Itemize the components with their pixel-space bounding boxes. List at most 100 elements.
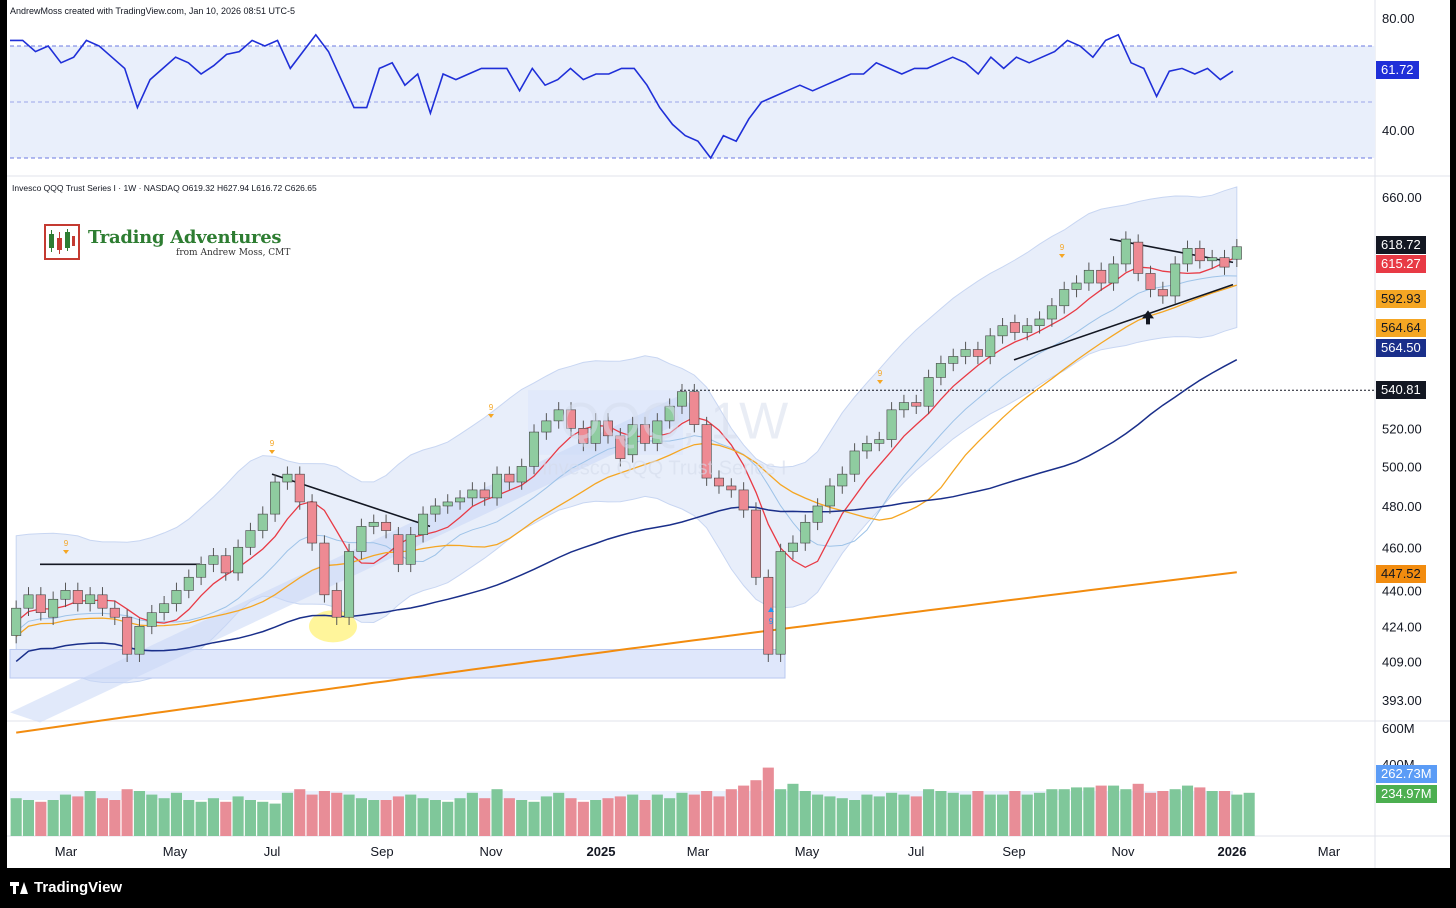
- candle-body: [652, 420, 663, 444]
- time-tick-label: Mar: [55, 844, 78, 859]
- candle-body: [1108, 263, 1119, 284]
- candle: [529, 424, 540, 475]
- volume-bar: [35, 801, 47, 836]
- candle: [997, 317, 1008, 344]
- candle-body: [750, 509, 761, 578]
- candle-body: [1071, 282, 1082, 290]
- candle: [985, 328, 996, 365]
- candle-body: [923, 377, 934, 407]
- candle-body: [122, 616, 133, 655]
- candle-body: [442, 501, 453, 507]
- candlestick-logo-icon: [44, 224, 80, 260]
- watermark-ticker: QQQ, 1W: [560, 392, 788, 450]
- volume-bar: [109, 800, 121, 836]
- volume-bar: [516, 800, 528, 836]
- candle-body: [627, 424, 638, 456]
- candle: [726, 478, 737, 498]
- volume-bar: [133, 791, 146, 836]
- candle-body: [689, 391, 700, 425]
- candle-body: [381, 521, 392, 531]
- volume-bar: [294, 789, 306, 836]
- candle-body: [1009, 322, 1020, 333]
- volume-bar: [355, 798, 367, 836]
- candle-body: [208, 555, 219, 565]
- candle-body: [1194, 248, 1205, 262]
- candle: [307, 494, 318, 551]
- candle: [1009, 314, 1020, 341]
- candle-body: [319, 542, 330, 596]
- candle: [270, 474, 281, 522]
- candle-body: [85, 594, 96, 605]
- candle-body: [11, 607, 22, 636]
- candle: [72, 582, 83, 612]
- highlight-circle: [309, 610, 357, 643]
- candle-body: [23, 594, 34, 609]
- candle: [935, 355, 946, 386]
- down-triangle-icon: [1059, 254, 1065, 258]
- candle-body: [516, 466, 527, 483]
- candle-body: [344, 551, 355, 618]
- candle: [467, 482, 478, 506]
- candle: [393, 526, 404, 573]
- candle-body: [997, 325, 1008, 337]
- volume-bar: [343, 794, 355, 836]
- candle-body: [35, 594, 46, 614]
- volume-bar: [577, 801, 589, 836]
- volume-bar: [1231, 794, 1243, 836]
- volume-bar: [158, 798, 170, 836]
- volume-bar: [1058, 789, 1070, 836]
- candle: [874, 431, 885, 452]
- candle-body: [171, 590, 182, 605]
- candle: [689, 383, 700, 433]
- candle: [972, 341, 983, 365]
- tradingview-logo[interactable]: TradingView: [10, 879, 122, 896]
- candle: [812, 498, 823, 531]
- symbol-info: Invesco QQQ Trust Series I · 1W · NASDAQ…: [12, 183, 317, 193]
- candle-body: [763, 576, 774, 655]
- candle: [713, 470, 724, 494]
- candle-body: [529, 431, 540, 467]
- chart-canvas[interactable]: 80.00 40.00 QQQ, 1W Invesco QQQ Trust Serie…: [0, 0, 1456, 868]
- candle-body: [664, 405, 675, 422]
- rsi-level-label: 40.00: [1382, 123, 1415, 138]
- volume-bar: [972, 791, 984, 836]
- candle: [11, 600, 22, 644]
- candle: [787, 535, 798, 560]
- ema-mid-line: [15, 284, 1238, 637]
- volume-bar: [59, 794, 72, 836]
- candle-body: [479, 489, 490, 499]
- candle: [368, 514, 379, 535]
- candle: [898, 394, 909, 418]
- setup-count-label: 9: [270, 439, 275, 448]
- candle: [60, 582, 71, 608]
- price-tag: 592.93: [1376, 290, 1426, 308]
- candle: [97, 587, 108, 616]
- candle-body: [1034, 318, 1045, 327]
- volume-bar: [318, 791, 330, 836]
- volume-bar: [836, 798, 848, 836]
- candle-body: [1046, 305, 1057, 320]
- candle-body: [1096, 269, 1107, 284]
- time-tick-label: 2026: [1218, 844, 1247, 859]
- sma-long-line: [15, 359, 1238, 662]
- time-tick-label: 2025: [587, 844, 616, 859]
- candle: [109, 600, 120, 626]
- candle: [948, 348, 959, 372]
- volume-bar: [1194, 787, 1206, 836]
- candle: [1120, 231, 1131, 272]
- down-triangle-icon: [269, 450, 275, 454]
- candle: [122, 609, 133, 662]
- candle-body: [972, 349, 983, 357]
- candle: [849, 443, 860, 482]
- volume-bar: [1157, 791, 1169, 836]
- candle: [220, 548, 231, 581]
- candle-body: [861, 443, 872, 452]
- candle-body: [738, 489, 749, 511]
- volume-bar: [368, 800, 380, 836]
- candle: [800, 514, 811, 551]
- candle-body: [257, 513, 268, 531]
- candle: [1157, 281, 1168, 304]
- volume-bar: [1181, 785, 1194, 836]
- price-tag: 618.72: [1376, 236, 1426, 254]
- candle: [824, 478, 835, 514]
